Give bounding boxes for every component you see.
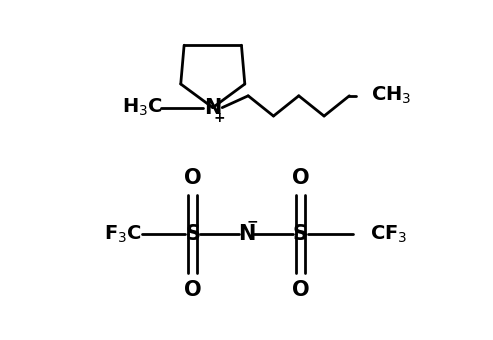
Text: CH$_3$: CH$_3$ bbox=[371, 85, 412, 106]
Text: CF$_3$: CF$_3$ bbox=[370, 223, 407, 245]
Text: O: O bbox=[184, 168, 201, 188]
Text: −: − bbox=[247, 214, 258, 228]
Text: O: O bbox=[292, 280, 309, 300]
Text: +: + bbox=[213, 112, 225, 125]
Text: O: O bbox=[184, 280, 201, 300]
Text: N: N bbox=[204, 98, 221, 118]
Text: O: O bbox=[292, 168, 309, 188]
Text: S: S bbox=[185, 224, 200, 244]
Text: F$_3$C: F$_3$C bbox=[105, 223, 142, 245]
Text: H$_3$C: H$_3$C bbox=[122, 97, 162, 118]
Text: N: N bbox=[238, 224, 255, 244]
Text: S: S bbox=[293, 224, 308, 244]
